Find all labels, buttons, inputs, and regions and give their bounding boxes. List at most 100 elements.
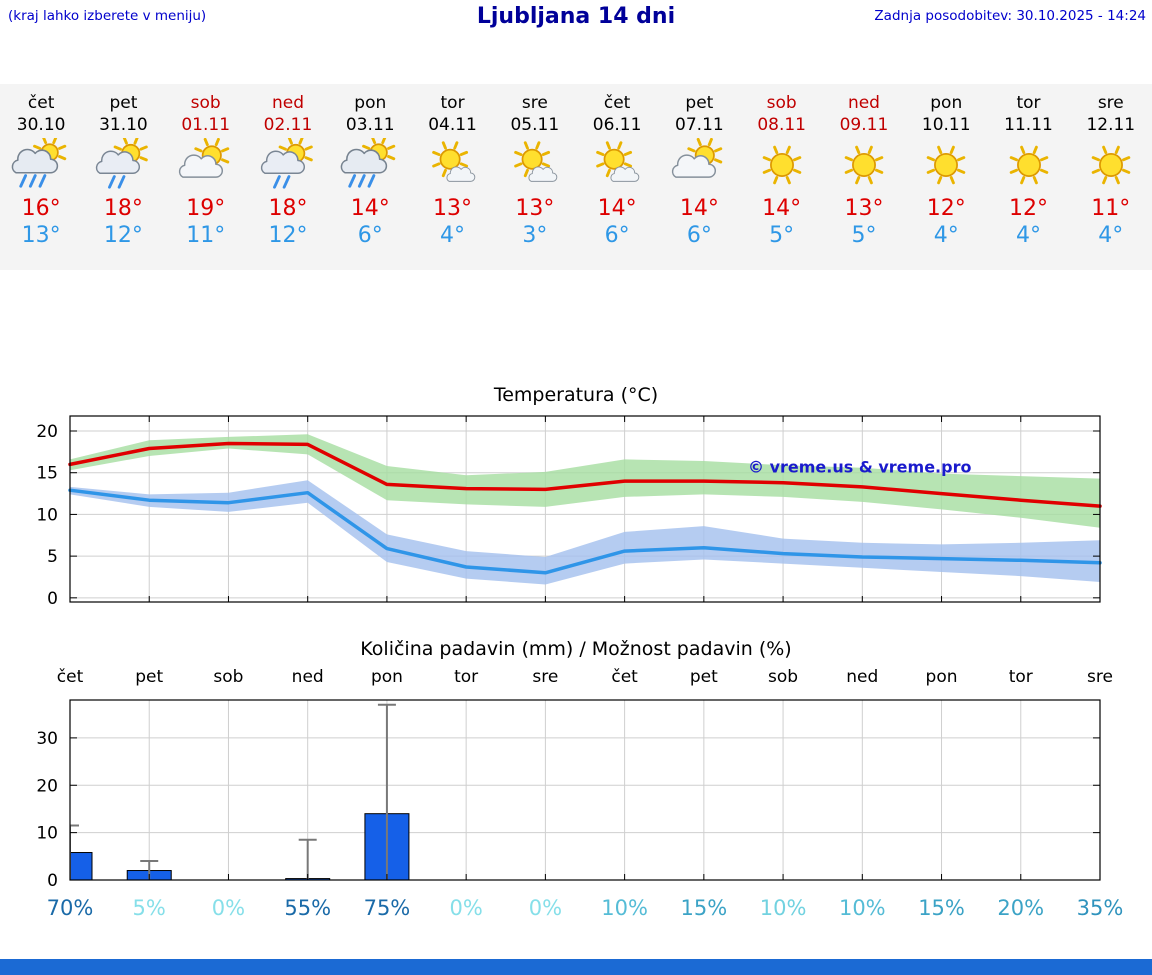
day-date: 02.11 <box>263 115 313 135</box>
precip-probability: 10% <box>601 896 648 920</box>
day-low-temp: 6° <box>357 223 383 248</box>
day-name: ned <box>847 93 880 113</box>
day-low-temp: 5° <box>851 223 877 248</box>
forecast-day-02.11[interactable]: ned 02.11 18° 12° <box>247 92 329 270</box>
precip-day-label: sre <box>532 667 559 687</box>
sunny-icon <box>905 136 987 194</box>
forecast-day-10.11[interactable]: pon 10.11 12° 4° <box>905 92 987 270</box>
forecast-day-06.11[interactable]: čet 06.11 14° 6° <box>576 92 658 270</box>
sunny-icon <box>987 136 1069 194</box>
day-date: 06.11 <box>592 115 642 135</box>
precip-day-label: čet <box>56 667 84 687</box>
precip-probability-row: 70% 5% 0% 55% 75% 0% 0% 10% 15% 10% 10% 15% 20% 35% <box>0 892 1152 926</box>
header: (kraj lahko izberete v meniju) Ljubljana… <box>0 0 1152 44</box>
precip-probability: 55% <box>284 896 332 920</box>
precip-ytick-label: 30 <box>36 729 58 749</box>
day-name: sre <box>1097 93 1124 113</box>
precip-probability: 75% <box>363 896 411 920</box>
day-high-temp: 18° <box>268 196 308 221</box>
sunny-icon <box>823 136 905 194</box>
day-date: 08.11 <box>757 115 806 135</box>
precip-day-label: pon <box>370 667 403 687</box>
precip-probability: 10% <box>759 896 807 920</box>
day-high-temp: 18° <box>103 196 143 221</box>
precip-day-label: pet <box>135 667 164 687</box>
day-high-temp: 13° <box>844 196 884 221</box>
day-name: tor <box>1016 93 1041 113</box>
precip-probability: 10% <box>838 896 886 920</box>
forecast-day-01.11[interactable]: sob 01.11 19° 11° <box>165 92 247 270</box>
day-name: ned <box>271 93 304 113</box>
day-date: 30.10 <box>16 115 66 135</box>
forecast-day-12.11[interactable]: sre 12.11 11° 4° <box>1070 92 1152 270</box>
forecast-strip: čet 30.10 16° 13° pet 31.10 18° 12° sob 01.11 19° 1… <box>0 84 1152 270</box>
temp-ytick-label: 10 <box>36 505 58 525</box>
day-name: čet <box>27 93 55 113</box>
day-low-temp: 12° <box>103 223 143 248</box>
day-date: 12.11 <box>1086 115 1136 135</box>
temp-ytick-label: 5 <box>47 547 58 567</box>
day-name: čet <box>603 93 631 113</box>
precip-chart-title: Količina padavin (mm) / Možnost padavin … <box>360 638 792 660</box>
forecast-day-31.10[interactable]: pet 31.10 18° 12° <box>82 92 164 270</box>
precip-day-label: čet <box>611 667 638 687</box>
forecast-day-08.11[interactable]: sob 08.11 14° 5° <box>741 92 823 270</box>
forecast-day-30.10[interactable]: čet 30.10 16° 13° <box>0 92 82 270</box>
sunny-icon <box>741 136 823 194</box>
precip-probability: 0% <box>528 896 563 920</box>
day-date: 07.11 <box>675 115 724 135</box>
precip-probability: 35% <box>1076 896 1124 920</box>
day-high-temp: 19° <box>186 196 226 221</box>
day-date: 10.11 <box>921 115 971 135</box>
temp-ytick-label: 20 <box>36 422 58 442</box>
menu-note-link[interactable]: (kraj lahko izberete v meniju) <box>8 8 207 24</box>
precip-probability: 0% <box>211 896 246 920</box>
day-name: pon <box>930 93 963 113</box>
forecast-day-03.11[interactable]: pon 03.11 14° 6° <box>329 92 411 270</box>
precip-probability: 70% <box>46 896 94 920</box>
precip-day-label: tor <box>1008 667 1033 687</box>
mostly-sunny-icon <box>411 136 493 194</box>
forecast-day-07.11[interactable]: pet 07.11 14° 6° <box>658 92 740 270</box>
rain-sun-heavy-icon <box>329 136 411 194</box>
day-date: 11.11 <box>1004 115 1053 135</box>
day-high-temp: 12° <box>926 196 966 221</box>
sunny-icon <box>1070 136 1152 194</box>
day-high-temp: 13° <box>515 196 555 221</box>
temperature-chart-title: Temperatura (°C) <box>493 384 659 406</box>
temp-ytick-label: 0 <box>47 589 58 609</box>
precip-day-label: pon <box>925 667 958 687</box>
day-name: sob <box>766 93 797 113</box>
footer-bar <box>0 959 1152 975</box>
day-date: 05.11 <box>510 115 560 135</box>
temp-max-line <box>68 441 1102 508</box>
temperature-chart: 0 5 10 15 20 © vreme.us & vreme.pro <box>36 415 1102 609</box>
forecast-day-09.11[interactable]: ned 09.11 13° 5° <box>823 92 905 270</box>
precip-day-labels: čet pet sob ned pon tor sre čet pet sob ned pon tor s… <box>0 664 1152 692</box>
mostly-sunny-icon <box>576 136 658 194</box>
day-date: 01.11 <box>181 115 231 135</box>
rain-sun-icon <box>247 136 329 194</box>
day-low-temp: 5° <box>769 223 795 248</box>
mostly-sunny-icon <box>494 136 576 194</box>
page-title: Ljubljana 14 dni <box>476 4 676 29</box>
day-name: pon <box>354 93 387 113</box>
day-high-temp: 16° <box>21 196 61 221</box>
precip-day-label: sob <box>213 667 244 687</box>
day-low-temp: 4° <box>933 223 959 248</box>
forecast-day-11.11[interactable]: tor 11.11 12° 4° <box>987 92 1069 270</box>
partly-cloudy-icon <box>165 136 247 194</box>
day-date: 03.11 <box>345 115 395 135</box>
precipitation-chart: 0 10 20 30 <box>36 699 1101 891</box>
day-date: 09.11 <box>839 115 889 135</box>
last-update: Zadnja posodobitev: 30.10.2025 - 14:24 <box>874 8 1146 24</box>
precip-day-label: ned <box>846 667 879 687</box>
day-high-temp: 11° <box>1091 196 1131 221</box>
temp-min-line <box>68 488 1102 575</box>
forecast-day-04.11[interactable]: tor 04.11 13° 4° <box>411 92 493 270</box>
watermark: © vreme.us & vreme.pro <box>748 458 971 477</box>
precip-probability: 15% <box>918 896 965 920</box>
precip-day-label: pet <box>689 667 718 687</box>
day-low-temp: 4° <box>1098 223 1124 248</box>
forecast-day-05.11[interactable]: sre 05.11 13° 3° <box>494 92 576 270</box>
